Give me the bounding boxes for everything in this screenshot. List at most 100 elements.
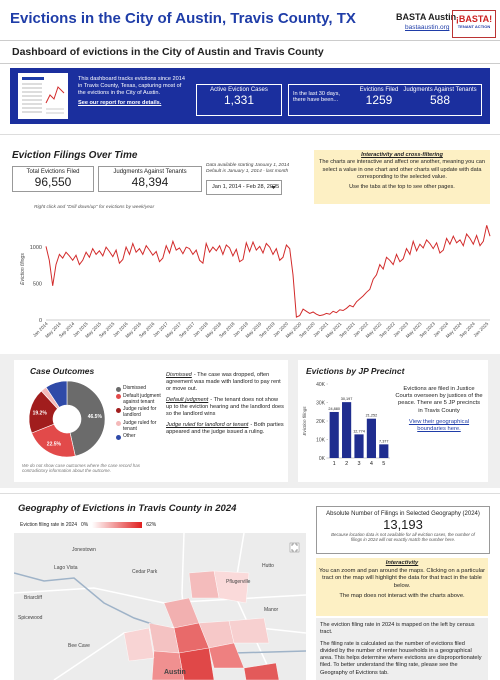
x-tick-label: 5 — [382, 461, 385, 467]
divider — [0, 63, 500, 64]
legend-label: Default judgment against tenant — [123, 392, 161, 405]
precinct-link[interactable]: View their geographical boundaries here. — [408, 418, 470, 433]
bar[interactable] — [379, 444, 389, 458]
place-label: Austin — [164, 669, 186, 676]
legend-label: Judge ruled for tenant — [123, 419, 157, 432]
recent-text: In the last 30 days, there have been... — [293, 91, 340, 103]
filed-label: Evictions Filed — [359, 87, 399, 93]
org-url[interactable]: bastaaustin.org — [405, 24, 450, 31]
divider — [0, 493, 500, 494]
date-range: Jan 1, 2014 - Feb 28, 2025 — [212, 184, 280, 190]
slice-label: 22.5% — [47, 442, 62, 448]
info-text: Use the tabs at the top to see other pag… — [349, 184, 455, 191]
total-label: Total Evictions Filed — [26, 169, 80, 175]
place-label: Cedar Park — [132, 569, 158, 575]
date-note: Data available starting January 1, 2014 — [206, 163, 290, 168]
legend-item[interactable]: Judge ruled for tenant — [116, 419, 164, 433]
recent-judgments: Judgments Against Tenants 588 — [401, 85, 479, 107]
total-filings: Total Evictions Filed 96,550 — [12, 166, 94, 192]
legend-item[interactable]: Dismissed — [116, 385, 164, 392]
banner-link[interactable]: See our report for more details. — [78, 99, 162, 106]
legend-swatch — [116, 407, 121, 413]
place-label: Spicewood — [18, 615, 43, 621]
filed-value: 1259 — [365, 93, 393, 107]
slice-label: 46.5% — [88, 414, 103, 420]
place-label: Manor — [264, 607, 279, 613]
bar-value-label: 12,774 — [353, 429, 365, 433]
place-label: Briarcliff — [24, 595, 42, 601]
line-series[interactable] — [45, 225, 491, 318]
total-value: 96,550 — [34, 175, 72, 189]
page-title: Evictions in the City of Austin, Travis … — [10, 10, 356, 27]
definition-text: - The tenant does not show up to the evi… — [166, 396, 284, 417]
legend-max: 62% — [146, 522, 157, 528]
dropdown-caret — [271, 186, 276, 189]
bar[interactable] — [329, 411, 339, 458]
pie-chart[interactable]: 46.5% 22.5% 19.2% — [22, 378, 112, 460]
map-info-text: You can zoom and pan around the maps. Cl… — [318, 567, 486, 589]
date-range-picker[interactable]: Jan 1, 2014 - Feb 28, 2025 — [206, 180, 282, 195]
judgments-total-label: Judgments Against Tenants — [113, 169, 187, 175]
legend: Dismissed Default judgment against tenant… — [116, 385, 164, 442]
legend-item[interactable]: Default judgment against tenant — [116, 392, 164, 406]
bar[interactable] — [366, 418, 376, 458]
bar-chart[interactable]: 0K 10K 20K 30K 40K Eviction filings 24,880 1 30,… — [298, 376, 393, 476]
page-subtitle: Dashboard of evictions in the City of Au… — [12, 46, 324, 58]
legend-swatch — [116, 434, 121, 440]
x-tick-label: 1 — [333, 461, 336, 467]
outcomes-note: We do not show case outcomes where the c… — [22, 463, 140, 473]
date-note: Default is January 1, 2014 - last month — [206, 169, 289, 175]
pie-slice[interactable] — [66, 380, 106, 457]
x-tick-label: 4 — [370, 461, 373, 467]
legend-gradient — [92, 522, 143, 528]
divider — [0, 134, 500, 135]
y-tick-label: 0K — [319, 456, 326, 462]
outcomes-card — [14, 360, 288, 482]
pie-slice[interactable] — [45, 380, 68, 408]
place-label: Lago Vista — [54, 565, 78, 571]
judgments-label: Judgments Against Tenants — [403, 87, 477, 93]
map[interactable]: Jonestown Hutto Lago Vista Cedar Park Pf… — [14, 533, 306, 680]
explain-text: The filing rate is calculated as the num… — [320, 640, 482, 676]
y-tick-label: 30K — [316, 401, 326, 407]
report-thumbnail[interactable] — [18, 73, 68, 119]
info-box: Interactivity and cross-filtering The ch… — [314, 150, 490, 204]
legend-label: Eviction filing rate in 2024 — [20, 522, 77, 528]
total-judgments: Judgments Against Tenants 48,394 — [98, 166, 202, 192]
bar-value-label: 7,377 — [379, 439, 389, 443]
count-note: Because location data is not available f… — [331, 532, 475, 542]
legend-item[interactable]: Judge ruled for landlord — [116, 406, 164, 419]
y-axis-label: Eviction filings — [302, 406, 307, 436]
legend-item[interactable]: Other — [116, 433, 164, 440]
place-label: Bee Cave — [68, 643, 90, 649]
card-title: Evictions by JP Precinct — [306, 366, 405, 376]
bar[interactable] — [342, 402, 352, 458]
legend-label: Judge ruled for landlord — [123, 406, 157, 418]
bar[interactable] — [354, 434, 364, 458]
date-notes: Data available starting January 1, 2014 … — [206, 163, 289, 175]
org-name: BASTA Austin — [396, 12, 457, 22]
map-info-box: Interactivity You can zoom and pan aroun… — [316, 558, 488, 616]
y-tick-label: 10K — [316, 438, 326, 444]
count-value: 13,193 — [383, 517, 423, 532]
x-tick-label: 2 — [345, 461, 348, 467]
x-tick-label: Jan 2025 — [472, 321, 489, 338]
legend-label: Dismissed — [123, 385, 147, 391]
drill-hint: Right click and "Drill down/up" for evic… — [34, 205, 155, 210]
place-label: Hutto — [262, 563, 274, 569]
map-canvas[interactable] — [14, 533, 306, 680]
legend-label: Other — [123, 433, 136, 440]
definition: Judge ruled for landlord or tenant - Both… — [166, 422, 284, 436]
definition: Dismissed - The case was dropped, often a… — [166, 372, 284, 393]
bar-value-label: 21,252 — [366, 414, 378, 418]
y-axis-label: Eviction filings — [20, 253, 26, 285]
map-legend: Eviction filing rate in 2024 0% 62% — [20, 522, 156, 528]
count-label: Absolute Number of Filings in Selected G… — [326, 511, 480, 517]
place-label: Pflugerville — [226, 579, 251, 585]
definitions: Dismissed - The case was dropped, often a… — [166, 372, 284, 440]
explain-text: The eviction filing rate in 2024 is mapp… — [320, 622, 475, 636]
info-text: The charts are interactive and affect on… — [319, 159, 485, 180]
bar-value-label: 24,880 — [328, 407, 340, 411]
